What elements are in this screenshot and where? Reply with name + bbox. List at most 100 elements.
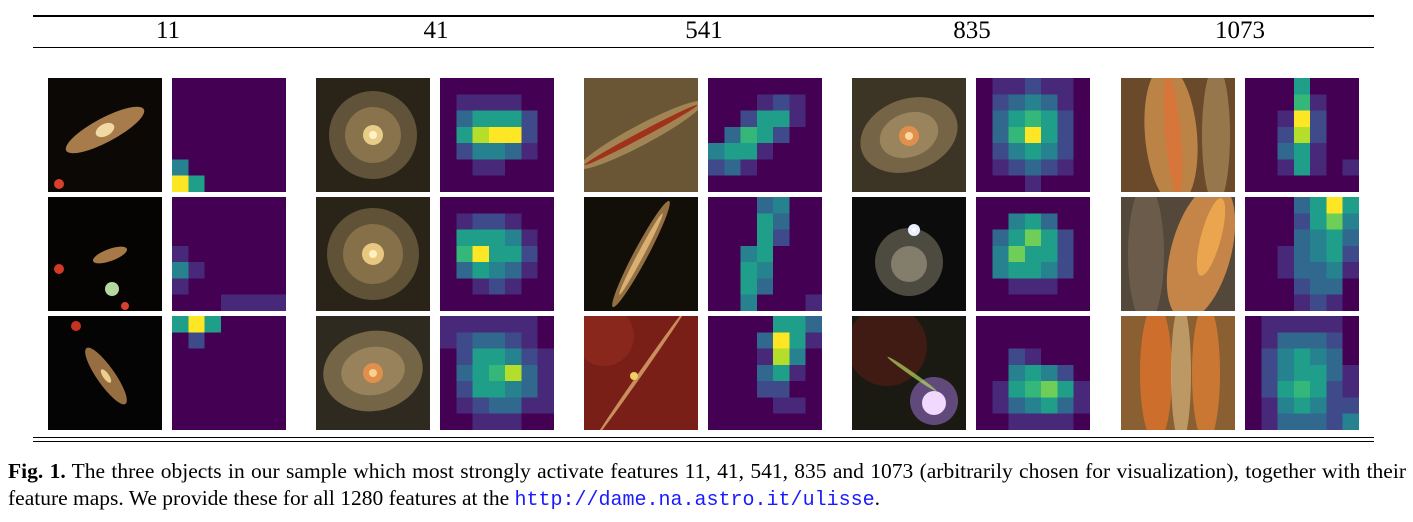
feature-map-cell — [505, 245, 522, 263]
object-image-1073-1 — [1121, 78, 1235, 192]
feature-map-cell — [253, 229, 271, 247]
feature-map-cell — [253, 110, 271, 128]
photo-feature — [369, 131, 377, 139]
feature-map-41-2 — [440, 197, 554, 311]
feature-map-cell — [1261, 332, 1278, 349]
feature-map-cell — [237, 159, 254, 177]
feature-map-cell — [773, 143, 790, 160]
feature-map-cell — [488, 94, 506, 111]
feature-map-cell — [740, 381, 758, 398]
feature-map-cell — [1024, 294, 1042, 311]
feature-map-cell — [1008, 175, 1026, 192]
feature-map-cell — [1057, 159, 1075, 177]
feature-map-cell — [1041, 397, 1058, 415]
feature-map-cell — [488, 197, 506, 214]
feature-map-cell — [805, 143, 822, 160]
feature-map-cell — [172, 278, 189, 296]
feature-map-cell — [188, 364, 205, 382]
feature-map-cell — [1310, 316, 1327, 333]
feature-map-cell — [253, 316, 271, 333]
feature-map-cell — [976, 78, 993, 95]
photo-feature — [584, 316, 634, 366]
feature-map-cell — [708, 348, 725, 366]
feature-map-835-1 — [976, 78, 1090, 192]
feature-map-cell — [456, 175, 473, 192]
feature-map-cell — [789, 316, 807, 333]
feature-map-cell — [220, 143, 238, 160]
feature-map-cell — [1008, 294, 1026, 311]
photo-feature — [1202, 78, 1230, 192]
feature-map-cell — [1057, 262, 1075, 279]
feature-map-cell — [269, 175, 286, 192]
feature-map-cell — [1310, 143, 1327, 160]
feature-map-cell — [488, 294, 506, 311]
feature-map-cell — [756, 245, 774, 263]
feature-map-cell — [456, 332, 473, 349]
feature-map-cell — [488, 262, 506, 279]
feature-map-cell — [1310, 78, 1327, 95]
feature-map-cell — [537, 381, 554, 398]
feature-map-cell — [1342, 175, 1359, 192]
feature-map-cell — [1073, 332, 1090, 349]
feature-map-cell — [789, 197, 807, 214]
feature-map-cell — [773, 294, 790, 311]
feature-map-cell — [269, 159, 286, 177]
feature-map-cell — [537, 413, 554, 430]
feature-map-cell — [1024, 245, 1042, 263]
feature-map-cell — [440, 78, 457, 95]
feature-map-cell — [1024, 143, 1042, 160]
feature-map-cell — [521, 278, 539, 296]
feature-map-cell — [456, 229, 473, 247]
feature-map-cell — [220, 159, 238, 177]
feature-map-cell — [253, 262, 271, 279]
photo-feature — [1128, 197, 1164, 311]
feature-map-cell — [1041, 143, 1058, 160]
feature-map-cell — [253, 348, 271, 366]
photo-feature — [121, 302, 129, 310]
feature-map-cell — [789, 213, 807, 230]
feature-map-cell — [756, 262, 774, 279]
feature-map-cell — [1277, 175, 1295, 192]
feature-map-cell — [488, 316, 506, 333]
feature-map-cell — [188, 229, 205, 247]
feature-map-cell — [505, 332, 522, 349]
feature-map-cell — [505, 278, 522, 296]
feature-map-cell — [740, 245, 758, 263]
feature-map-cell — [269, 143, 286, 160]
feature-map-cell — [269, 348, 286, 366]
feature-map-cell — [1041, 94, 1058, 111]
feature-map-cell — [172, 78, 189, 95]
feature-map-cell — [440, 110, 457, 128]
feature-map-cell — [1342, 126, 1359, 144]
feature-map-cell — [1342, 397, 1359, 415]
feature-map-cell — [708, 316, 725, 333]
feature-map-cell — [505, 94, 522, 111]
feature-map-cell — [237, 294, 254, 311]
feature-map-cell — [488, 229, 506, 247]
feature-map-cell — [456, 364, 473, 382]
feature-map-cell — [740, 332, 758, 349]
feature-map-cell — [1326, 316, 1344, 333]
feature-map-cell — [488, 348, 506, 366]
caption-link[interactable]: http://dame.na.astro.it/ulisse — [514, 489, 875, 512]
feature-map-cell — [440, 94, 457, 111]
feature-map-cell — [521, 213, 539, 230]
feature-map-cell — [472, 175, 490, 192]
feature-map-cell — [789, 175, 807, 192]
feature-map-cell — [1024, 348, 1042, 366]
feature-map-cell — [188, 332, 205, 349]
feature-map-cell — [204, 143, 222, 160]
feature-map-cell — [537, 316, 554, 333]
feature-map-cell — [1245, 278, 1262, 296]
object-image-11-1 — [48, 78, 162, 192]
feature-map-cell — [505, 110, 522, 128]
object-image-11-3 — [48, 316, 162, 430]
feature-map-cell — [220, 94, 238, 111]
feature-map-cell — [172, 262, 189, 279]
bottom-rule — [33, 437, 1374, 439]
feature-map-cell — [521, 245, 539, 263]
feature-map-cell — [992, 213, 1009, 230]
feature-map-cell — [805, 332, 822, 349]
feature-map-cell — [521, 159, 539, 177]
feature-map-cell — [773, 213, 790, 230]
